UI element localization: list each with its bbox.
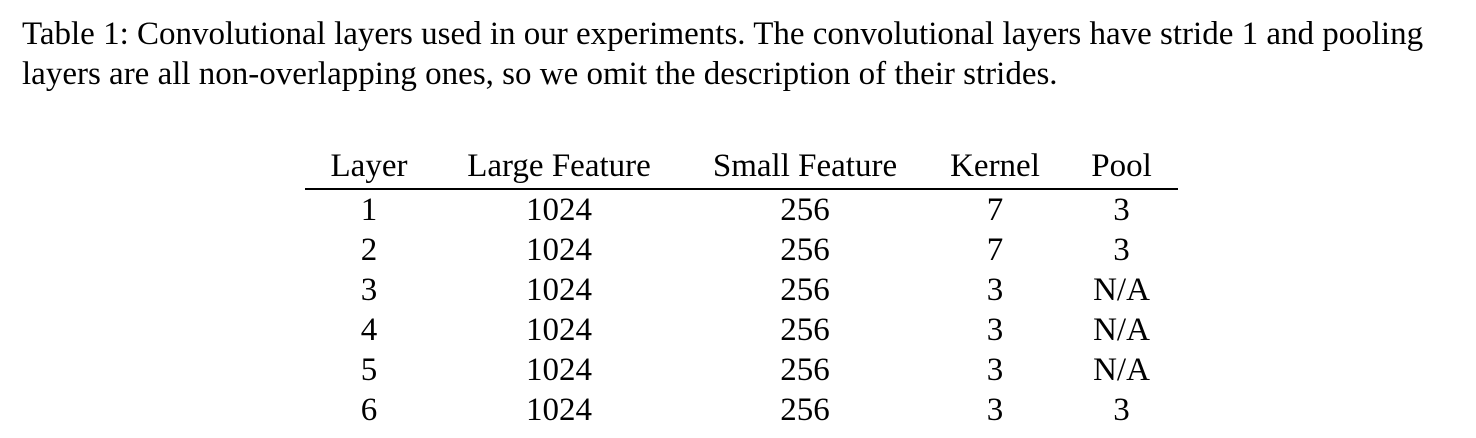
cell-small-feature: 256: [780, 352, 830, 388]
table-caption: Table 1: Convolutional layers used in ou…: [22, 16, 1424, 92]
layer-table-container: Layer Large Feature Small Feature Kernel…: [305, 144, 1178, 430]
cell-pool: 3: [1113, 232, 1130, 268]
cell-large-feature: 1024: [526, 312, 592, 348]
cell-pool: N/A: [1093, 272, 1150, 308]
table-row: 5 1024 256 3 N/A: [305, 350, 1178, 390]
table-row: 1 1024 256 7 3: [305, 189, 1178, 230]
cell-layer: 2: [360, 232, 378, 268]
cell-large-feature: 1024: [526, 392, 592, 428]
table-row: 4 1024 256 3 N/A: [305, 310, 1178, 350]
cell-large-feature: 1024: [526, 272, 592, 308]
cell-pool: N/A: [1093, 312, 1150, 348]
cell-small-feature: 256: [780, 272, 830, 308]
cell-kernel: 3: [986, 392, 1004, 428]
cell-small-feature: 256: [780, 392, 830, 428]
cell-large-feature: 1024: [526, 192, 592, 228]
convolutional-layers-table: Layer Large Feature Small Feature Kernel…: [305, 144, 1178, 430]
cell-small-feature: 256: [780, 192, 830, 228]
cell-layer: 1: [360, 192, 378, 228]
cell-layer: 3: [360, 272, 378, 308]
header-large-feature: Large Feature: [433, 144, 685, 190]
cell-large-feature: 1024: [526, 232, 592, 268]
cell-layer: 4: [360, 312, 378, 348]
table-row: 3 1024 256 3 N/A: [305, 270, 1178, 310]
cell-kernel: 7: [986, 232, 1004, 268]
header-pool: Pool: [1065, 144, 1178, 190]
table-header-row: Layer Large Feature Small Feature Kernel…: [305, 144, 1178, 190]
cell-kernel: 7: [986, 192, 1004, 228]
header-layer: Layer: [305, 144, 433, 190]
cell-kernel: 3: [986, 312, 1004, 348]
table-row: 2 1024 256 7 3: [305, 230, 1178, 270]
header-small-feature: Small Feature: [685, 144, 925, 190]
cell-small-feature: 256: [780, 312, 830, 348]
cell-pool: 3: [1113, 192, 1130, 228]
header-kernel: Kernel: [925, 144, 1065, 190]
cell-layer: 6: [360, 392, 378, 428]
table-row: 6 1024 256 3 3: [305, 390, 1178, 430]
cell-layer: 5: [360, 352, 378, 388]
cell-kernel: 3: [986, 272, 1004, 308]
cell-kernel: 3: [986, 352, 1004, 388]
cell-pool: 3: [1113, 392, 1130, 428]
cell-small-feature: 256: [780, 232, 830, 268]
cell-large-feature: 1024: [526, 352, 592, 388]
cell-pool: N/A: [1093, 352, 1150, 388]
